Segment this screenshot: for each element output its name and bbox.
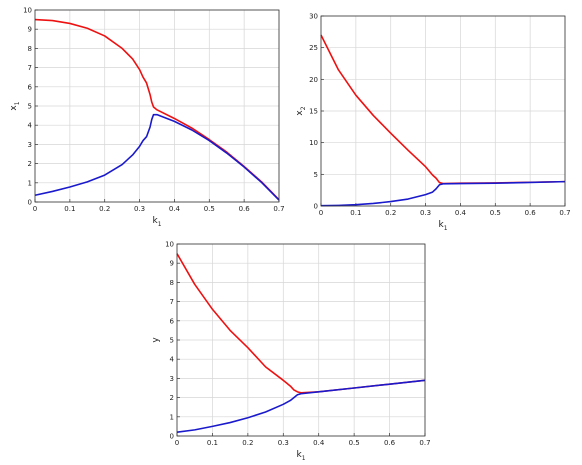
x-tick-label: 0.3 <box>420 209 431 217</box>
x-tick-label: 0 <box>319 209 323 217</box>
x-tick-label: 0.7 <box>273 205 284 213</box>
y-tick-label: 4 <box>170 356 175 364</box>
chart-3: 0 0.1 0.2 0.3 0.4 0.5 0.6 0.7 0 1 2 3 4 5 6 7 8 9 10 k1 y <box>151 241 431 463</box>
x-axis-label: k1 <box>152 216 161 228</box>
x-tick-label: 0.1 <box>207 439 218 447</box>
x-tick-label: 0.2 <box>385 209 396 217</box>
x-tick-label: 0.1 <box>350 209 361 217</box>
y-tick-label: 15 <box>309 108 318 116</box>
y-tick-label: 7 <box>28 64 32 72</box>
chart-2: 0 0.1 0.2 0.3 0.4 0.5 0.6 0.7 0 5 10 15 20 25 30 k1 x2 <box>295 13 571 233</box>
x-tick-label: 0 <box>33 205 37 213</box>
chart-1: 0 0.1 0.2 0.3 0.4 0.5 0.6 0.7 0 1 2 3 4 5 6 7 8 9 10 k1 x1 <box>9 7 285 229</box>
y-tick-label: 5 <box>314 171 318 179</box>
plot-frame <box>176 243 426 437</box>
y-tick-label: 8 <box>28 45 32 53</box>
x-tick-label: 0.4 <box>455 209 467 217</box>
y-tick-label: 30 <box>309 13 318 21</box>
x-tick-label: 0.1 <box>64 205 75 213</box>
y-tick-label: 2 <box>28 160 32 168</box>
y-tick-label: 1 <box>170 413 174 421</box>
y-tick-label: 0 <box>170 433 174 441</box>
y-tick-label: 0 <box>314 203 318 211</box>
x-tick-label: 0.6 <box>384 439 396 447</box>
x-tick-label: 0.7 <box>559 209 570 217</box>
y-axis-label: y <box>151 337 161 343</box>
plot-frame <box>34 9 280 203</box>
x-tick-label: 0.7 <box>419 439 430 447</box>
x-axis-label: k1 <box>438 220 447 232</box>
x-axis-label: k1 <box>296 450 305 462</box>
x-tick-label: 0.3 <box>278 439 289 447</box>
x-tick-label: 0.5 <box>204 205 215 213</box>
y-tick-label: 5 <box>170 337 174 345</box>
y-tick-label: 6 <box>28 83 33 91</box>
plot-frame <box>320 15 566 207</box>
y-tick-label: 3 <box>28 141 32 149</box>
x-tick-label: 0.6 <box>525 209 537 217</box>
y-tick-label: 3 <box>170 375 174 383</box>
y-tick-label: 10 <box>165 241 174 249</box>
x-tick-label: 0.4 <box>169 205 181 213</box>
y-axis-label: x2 <box>295 106 307 115</box>
x-tick-label: 0.6 <box>239 205 251 213</box>
x-tick-label: 0.5 <box>349 439 360 447</box>
y-tick-label: 2 <box>170 394 174 402</box>
series-line-2 <box>34 113 280 201</box>
y-tick-label: 9 <box>28 26 32 34</box>
series-line-2 <box>176 379 426 433</box>
x-tick-label: 0.4 <box>313 439 325 447</box>
y-tick-label: 25 <box>309 44 318 52</box>
y-axis-label: x1 <box>9 101 21 110</box>
series-line-2 <box>320 180 566 207</box>
y-tick-label: 4 <box>28 122 33 130</box>
y-tick-label: 10 <box>309 139 318 147</box>
y-tick-label: 20 <box>309 76 318 84</box>
x-tick-label: 0.5 <box>490 209 501 217</box>
y-tick-label: 9 <box>170 260 174 268</box>
y-tick-label: 10 <box>23 7 32 15</box>
y-tick-label: 5 <box>28 103 32 111</box>
x-tick-label: 0.2 <box>242 439 253 447</box>
y-tick-label: 7 <box>170 298 174 306</box>
y-tick-label: 8 <box>170 279 174 287</box>
x-tick-label: 0.3 <box>134 205 145 213</box>
y-tick-label: 6 <box>170 317 175 325</box>
x-tick-label: 0 <box>175 439 179 447</box>
y-tick-label: 1 <box>28 179 32 187</box>
x-tick-label: 0.2 <box>99 205 110 213</box>
y-tick-label: 0 <box>28 199 32 207</box>
